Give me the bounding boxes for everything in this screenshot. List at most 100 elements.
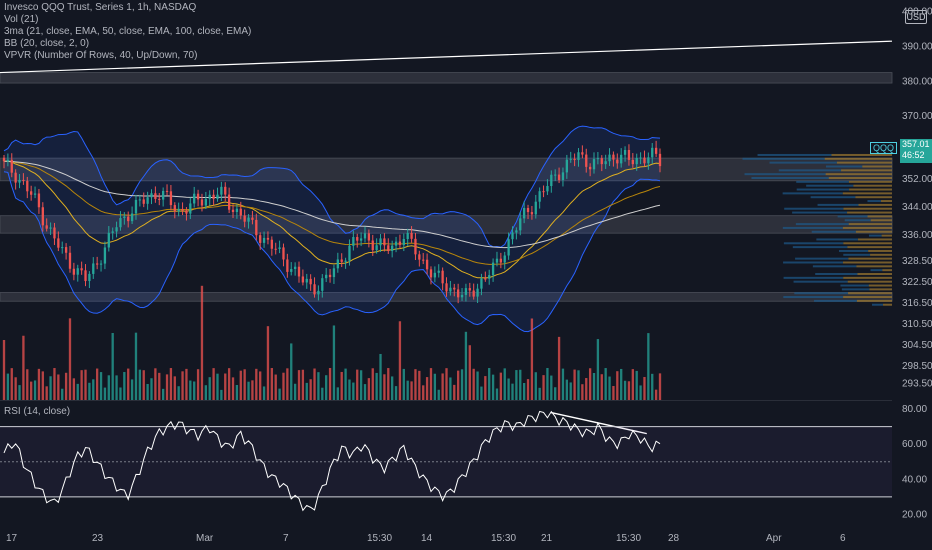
candle-body [84, 270, 87, 282]
vpvr-down-bar [869, 288, 892, 291]
volume-bar [177, 386, 180, 400]
volume-bar [227, 368, 231, 400]
volume-bar [565, 379, 568, 400]
volume-bar [216, 373, 219, 400]
candle-body [449, 287, 452, 292]
volume-bar [6, 373, 10, 400]
candle-body [596, 158, 600, 160]
candle-body [297, 266, 301, 277]
candle-body [26, 180, 29, 192]
bollinger-bands [3, 125, 661, 333]
candle-body [282, 247, 285, 260]
volume-bar [647, 333, 650, 400]
legend-vol[interactable]: Vol (21) [4, 14, 39, 25]
volume-bar [643, 376, 646, 400]
candle-body [546, 186, 549, 192]
vpvr-down-bar [831, 153, 892, 156]
candle-body [332, 268, 336, 278]
volume-bar [30, 381, 33, 400]
candle-body [647, 157, 650, 164]
price-axis: 400.00390.00380.00370.00360.00352.00344.… [902, 6, 932, 389]
legend-vpvr[interactable]: VPVR (Number Of Rows, 40, Up/Down, 70) [4, 50, 198, 61]
candle-body [189, 203, 192, 214]
volume-bar [134, 332, 138, 400]
candle-body [227, 194, 231, 210]
vpvr-up-bar [815, 273, 858, 276]
vpvr-down-bar [828, 177, 892, 180]
volume-bar [76, 383, 79, 400]
candle-body [309, 278, 312, 285]
candle-body [193, 193, 196, 204]
time-tick-label: 14 [421, 533, 433, 544]
volume-bar [196, 369, 200, 400]
candle-body [92, 263, 95, 274]
legend-title[interactable]: Invesco QQQ Trust, Series 1, 1h, NASDAQ [4, 2, 197, 13]
candle-body [130, 213, 134, 222]
rsi-tick-label: 60.00 [902, 439, 927, 450]
volume-bar [635, 370, 638, 400]
candle-body [259, 235, 262, 243]
candle-body [410, 232, 413, 239]
volume-bar [340, 371, 343, 400]
volume-bar [150, 378, 153, 400]
volume-bar [375, 372, 378, 400]
candle-body [41, 207, 44, 226]
candle-body [138, 199, 142, 201]
volume-bar [142, 370, 145, 400]
candle-body [383, 238, 386, 246]
vpvr-down-bar [847, 246, 892, 249]
volume-bar [468, 345, 471, 400]
candle-body [290, 269, 293, 272]
volume-bar [511, 383, 514, 400]
candle-body [565, 159, 568, 173]
volume-bar [561, 368, 565, 400]
candle-body [325, 274, 328, 279]
candle-body [585, 154, 588, 167]
price-tick-label: 322.50 [902, 277, 932, 288]
candle-body [484, 278, 487, 280]
volume-bar [293, 383, 297, 400]
volume-bar [484, 376, 487, 400]
vpvr-up-bar [769, 161, 837, 164]
legend-ma[interactable]: 3ma (21, close, EMA, 50, close, EMA, 100… [4, 26, 252, 37]
vpvr-down-bar [842, 261, 892, 264]
currency-button[interactable]: USD [905, 10, 927, 24]
legend-bb[interactable]: BB (20, close, 2, 0) [4, 38, 90, 49]
volume-bar [352, 382, 355, 400]
volume-bar [464, 331, 468, 400]
candle-body [456, 289, 460, 298]
rsi-legend[interactable]: RSI (14, close) [4, 406, 71, 417]
time-tick-label: Apr [766, 533, 782, 544]
candle-body [107, 232, 110, 248]
price-trendline [0, 40, 893, 74]
candle-body [49, 227, 52, 229]
volume-bar [2, 340, 6, 400]
candle-body [181, 208, 184, 211]
volume-bar [383, 374, 386, 400]
volume-bar [592, 372, 596, 400]
volume-bar [96, 368, 99, 400]
ema-50 [3, 160, 661, 265]
candle-body [491, 262, 495, 276]
price-tick-label: 310.50 [902, 319, 932, 330]
volume-bar [422, 385, 425, 400]
volume-bar [631, 369, 634, 400]
volume-bar [336, 387, 339, 400]
volume-bar [359, 370, 363, 400]
candle-body [359, 238, 363, 241]
volume-bar [585, 378, 588, 400]
volume-bar [72, 378, 76, 400]
candle-body [472, 290, 475, 297]
candle-body [581, 152, 584, 155]
vpvr-up-bar [816, 238, 858, 241]
volume-bar [123, 372, 126, 400]
price-tick-label: 336.00 [902, 230, 932, 241]
candle-body [352, 237, 355, 246]
time-tick-label: 17 [6, 533, 18, 544]
candle-body [96, 263, 99, 265]
volume-bar [507, 378, 510, 400]
candle-body [643, 157, 646, 164]
volume-bar [596, 339, 600, 400]
candle-body [305, 278, 308, 283]
